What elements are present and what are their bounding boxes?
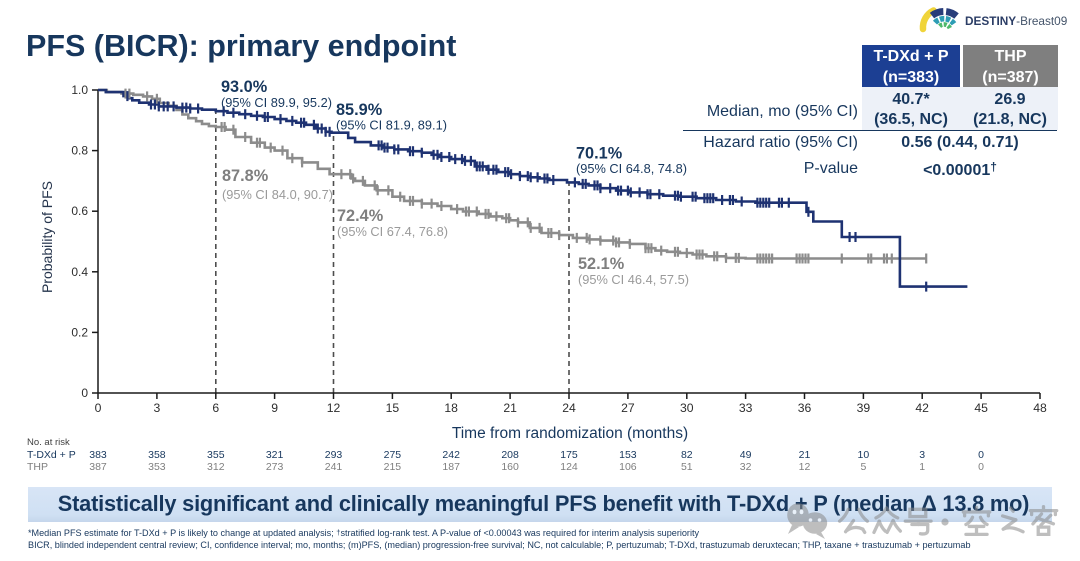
svg-text:Time from randomization (month: Time from randomization (months) [452,425,688,442]
svg-text:160: 160 [501,461,519,473]
svg-text:70.1%: 70.1% [576,145,623,163]
svg-text:82: 82 [681,449,693,461]
svg-text:72.4%: 72.4% [337,207,384,225]
svg-text:387: 387 [89,461,107,473]
svg-text:(95% CI 67.4, 76.8): (95% CI 67.4, 76.8) [337,224,448,239]
svg-text:32: 32 [740,461,752,473]
svg-text:0.2: 0.2 [71,325,88,339]
svg-text:0.6: 0.6 [71,204,88,218]
svg-text:48: 48 [1033,401,1047,415]
svg-text:355: 355 [207,449,225,461]
svg-text:124: 124 [560,461,578,473]
svg-text:273: 273 [266,461,284,473]
svg-text:21: 21 [503,401,517,415]
svg-text:12: 12 [799,461,811,473]
svg-text:27: 27 [621,401,635,415]
svg-text:275: 275 [384,449,402,461]
svg-text:358: 358 [148,449,166,461]
svg-text:42: 42 [915,401,929,415]
svg-text:215: 215 [384,461,402,473]
svg-text:0: 0 [978,449,984,461]
svg-text:49: 49 [740,449,752,461]
svg-text:21: 21 [799,449,811,461]
svg-text:9: 9 [271,401,278,415]
svg-text:33: 33 [739,401,753,415]
svg-text:(95% CI 81.9, 89.1): (95% CI 81.9, 89.1) [336,118,447,133]
svg-text:T-DXd + P: T-DXd + P [27,449,76,461]
svg-text:187: 187 [442,461,460,473]
svg-text:312: 312 [207,461,225,473]
svg-text:(95% CI 89.9, 95.2): (95% CI 89.9, 95.2) [221,95,332,110]
svg-text:383: 383 [89,449,107,461]
svg-text:208: 208 [501,449,519,461]
svg-text:0.8: 0.8 [71,144,88,158]
svg-text:85.9%: 85.9% [336,101,383,119]
svg-text:153: 153 [619,449,637,461]
svg-text:242: 242 [442,449,460,461]
svg-text:15: 15 [386,401,400,415]
svg-text:106: 106 [619,461,637,473]
svg-text:0: 0 [81,386,88,400]
svg-text:241: 241 [325,461,343,473]
svg-text:Probability of PFS: Probability of PFS [39,181,55,293]
svg-text:36: 36 [798,401,812,415]
svg-text:1: 1 [919,461,925,473]
svg-text:293: 293 [325,449,343,461]
svg-text:10: 10 [858,449,870,461]
svg-text:175: 175 [560,449,578,461]
svg-text:6: 6 [212,401,219,415]
svg-text:0: 0 [95,401,102,415]
svg-text:0: 0 [978,461,984,473]
svg-text:12: 12 [327,401,341,415]
svg-text:87.8%: 87.8% [222,167,269,185]
svg-text:51: 51 [681,461,693,473]
svg-text:1.0: 1.0 [71,83,88,97]
svg-text:5: 5 [860,461,866,473]
svg-text:353: 353 [148,461,166,473]
svg-text:93.0%: 93.0% [221,78,268,96]
svg-text:52.1%: 52.1% [578,255,625,273]
svg-text:0.4: 0.4 [71,265,88,279]
svg-text:30: 30 [680,401,694,415]
svg-text:321: 321 [266,449,284,461]
svg-text:39: 39 [857,401,871,415]
svg-text:(95% CI 46.4, 57.5): (95% CI 46.4, 57.5) [578,272,689,287]
svg-text:No. at risk: No. at risk [27,437,70,448]
svg-text:18: 18 [444,401,458,415]
svg-text:24: 24 [562,401,576,415]
svg-text:(95% CI 84.0, 90.7): (95% CI 84.0, 90.7) [222,187,333,202]
svg-text:3: 3 [919,449,925,461]
svg-text:(95% CI 64.8, 74.8): (95% CI 64.8, 74.8) [576,161,687,176]
svg-text:45: 45 [974,401,988,415]
svg-text:DESTINY-Breast09: DESTINY-Breast09 [965,14,1067,28]
svg-text:THP: THP [27,461,48,473]
svg-text:3: 3 [154,401,161,415]
